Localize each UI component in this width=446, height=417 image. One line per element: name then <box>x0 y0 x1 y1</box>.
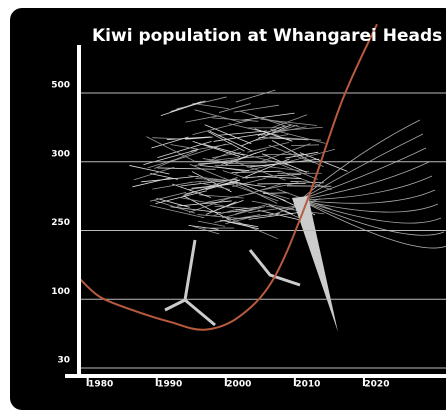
chart: Kiwi population at Whangarei Heads 30 100… <box>0 0 446 417</box>
x-tick-label: 2020 <box>364 380 389 390</box>
chart-title: Kiwi population at Whangarei Heads <box>92 26 442 46</box>
y-tick-label: 100 <box>51 287 70 297</box>
y-tick-label: 250 <box>51 218 70 228</box>
y-tick-label: 300 <box>51 149 70 159</box>
x-tick-label: 2010 <box>295 380 320 390</box>
panel <box>10 8 446 410</box>
x-tick-label: 1980 <box>88 380 113 390</box>
kiwi-feather <box>257 183 305 184</box>
y-tick-label: 500 <box>51 81 70 91</box>
y-tick-label: 30 <box>57 356 70 366</box>
x-tick-label: 2000 <box>226 380 251 390</box>
x-tick-label: 1990 <box>157 380 182 390</box>
